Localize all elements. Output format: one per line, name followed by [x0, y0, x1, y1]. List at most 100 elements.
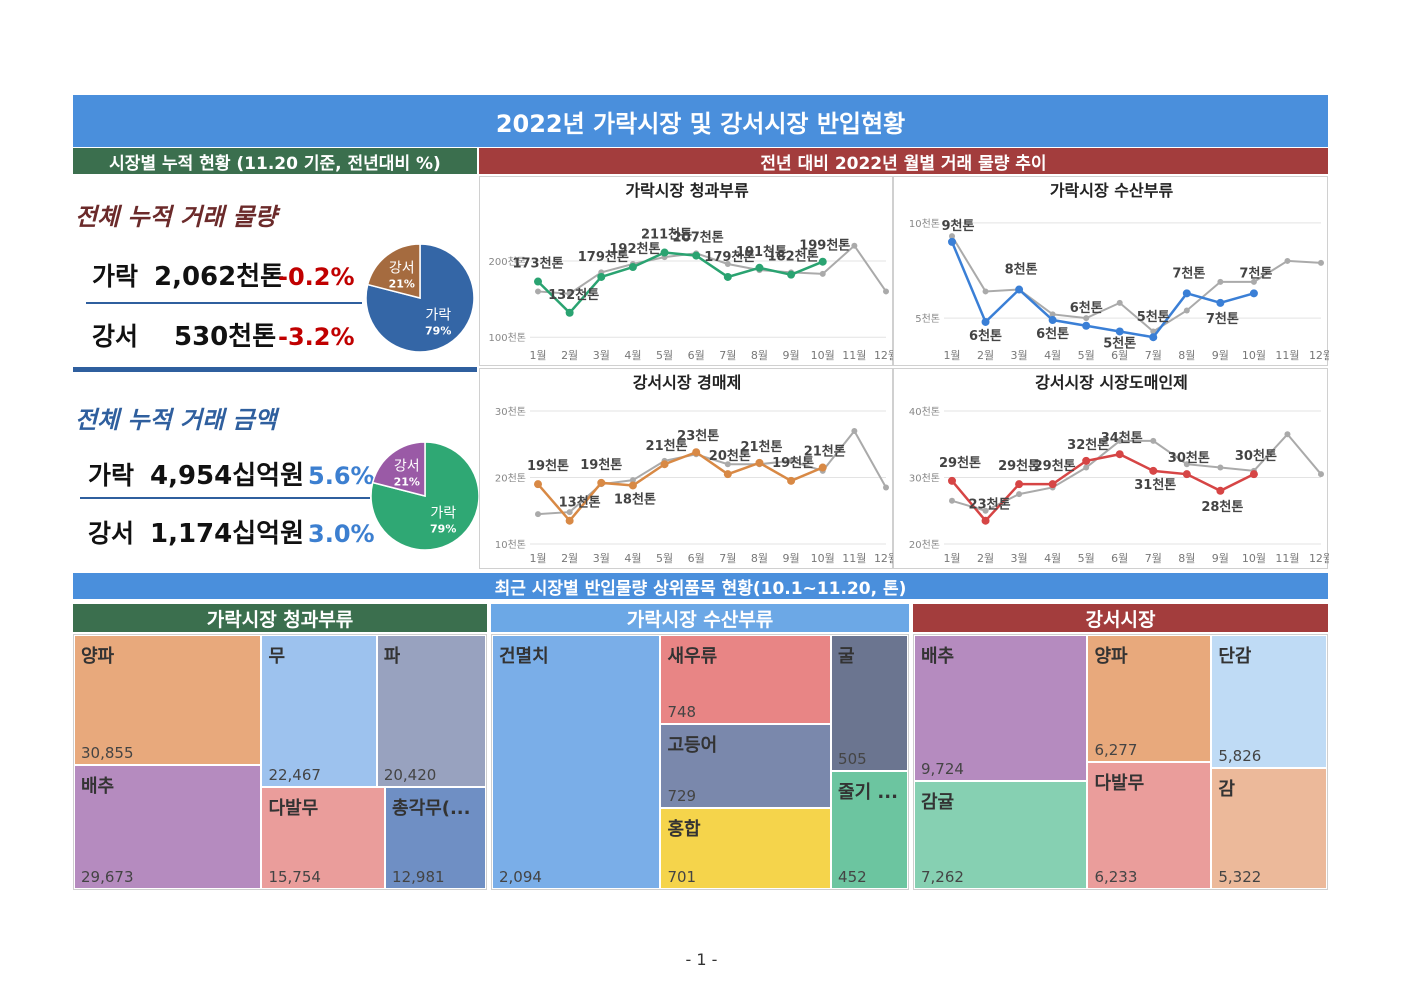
treemap-cell-value: 9,724 [921, 760, 964, 779]
treemap-cell-value: 29,673 [81, 867, 134, 886]
data-label: 7천톤 [1172, 266, 1205, 281]
data-label: 23천톤 [677, 429, 719, 444]
x-tick-label: 4월 [1044, 552, 1061, 565]
x-tick-label: 1월 [529, 349, 546, 362]
data-point [660, 460, 669, 469]
data-label: 7천톤 [1206, 312, 1239, 327]
data-point [1082, 321, 1091, 330]
data-point [565, 516, 574, 525]
data-point [948, 237, 956, 246]
data-point [1249, 470, 1258, 479]
data-label: 19천톤 [580, 458, 622, 473]
x-tick-label: 1월 [529, 552, 546, 565]
x-tick-label: 9월 [783, 349, 800, 362]
data-label: 30천톤 [1168, 451, 1210, 466]
data-point [597, 478, 606, 487]
x-tick-label: 2월 [977, 349, 994, 362]
x-tick-label: 2월 [561, 349, 578, 362]
x-tick-label: 9월 [1212, 349, 1229, 362]
x-tick-label: 10월 [1242, 552, 1266, 565]
x-tick-label: 2월 [977, 552, 994, 565]
data-point [787, 270, 796, 279]
x-tick-label: 9월 [1212, 552, 1229, 565]
x-tick-label: 10월 [811, 552, 835, 565]
y-tick-label: 100천톤 [489, 332, 527, 344]
data-label: 29천톤 [998, 459, 1040, 474]
data-point [1048, 480, 1057, 489]
treemap-cell-name: 무 [268, 646, 286, 667]
treemap-cell: 고등어 729 [660, 723, 832, 808]
pie-label: 강서 [394, 459, 420, 475]
x-tick-label: 8월 [1178, 552, 1195, 565]
treemap-cell-name: 양파 [81, 646, 115, 667]
data-point [535, 288, 541, 295]
treemap-cell-name: 배추 [81, 775, 115, 797]
data-point [1049, 311, 1056, 318]
treemap-cell: 굴 505 [831, 635, 908, 771]
trend-section-title: 전년 대비 2022년 월별 거래 물량 추이 [479, 148, 1328, 174]
data-point [981, 317, 990, 326]
data-label: 21천톤 [740, 440, 782, 455]
volume-row-gangseo: 강서 530천톤 -3.2% [92, 316, 355, 353]
treemap-cell: 양파 6,277 [1087, 635, 1212, 762]
x-tick-label: 4월 [1044, 349, 1061, 362]
x-tick-label: 7월 [719, 552, 736, 565]
data-point [1182, 470, 1191, 479]
treemap-cell: 파 20,420 [376, 635, 486, 788]
treemap-cell-name: 새우류 [667, 646, 718, 667]
treemap-garak-seafood: 건멸치 2,094 새우류 748 고등어 729 홍합 701 굴 505 줄기 ... 452 [491, 634, 909, 890]
data-point [1318, 259, 1324, 266]
treemap-cell-name: 줄기 ... [838, 781, 898, 803]
data-label: 179천톤 [578, 250, 629, 265]
data-point [724, 461, 731, 468]
x-tick-label: 3월 [593, 349, 610, 362]
data-label: 34천톤 [1101, 431, 1143, 446]
data-point [1318, 471, 1324, 478]
treemap-cell-value: 30,855 [81, 743, 134, 762]
volume-value: 530천톤 [174, 322, 277, 352]
y-tick-label: 10천톤 [495, 539, 526, 551]
treemap-cell-name: 파 [383, 646, 401, 667]
data-point [1083, 464, 1090, 471]
data-point [982, 507, 989, 514]
data-point [1116, 437, 1123, 444]
treemap-cell-value: 5,826 [1218, 747, 1262, 766]
x-tick-label: 8월 [1178, 349, 1195, 362]
treemap-cell-value: 748 [667, 702, 697, 721]
x-tick-label: 12월 [1309, 349, 1329, 362]
x-tick-label: 6월 [1111, 349, 1128, 362]
x-tick-label: 4월 [624, 349, 641, 362]
data-label: 19천톤 [772, 456, 814, 471]
treemap-cell: 감 5,322 [1211, 768, 1327, 889]
data-point [1249, 289, 1258, 298]
treemap-cell-name: 배추 [921, 646, 955, 667]
data-point [629, 477, 636, 484]
data-label: 9천톤 [942, 219, 975, 234]
data-point [1015, 480, 1024, 489]
page-title: 2022년 가락시장 및 강서시장 반입현황 [73, 95, 1328, 147]
data-point [1082, 456, 1091, 465]
data-point [565, 308, 574, 317]
data-point [1048, 316, 1057, 325]
data-point [1149, 466, 1158, 475]
data-label: 7천톤 [1239, 266, 1272, 281]
data-point [1116, 299, 1123, 306]
treemap-cell-value: 6,233 [1094, 868, 1138, 886]
data-label: 179천톤 [704, 250, 755, 265]
treemap-cell-name: 다발무 [268, 798, 319, 820]
chart-title: 강서시장 경매제 [633, 373, 742, 392]
data-label: 173천톤 [512, 257, 563, 272]
data-point [1015, 285, 1024, 294]
treemap-cell: 홍합 701 [660, 807, 832, 889]
data-point [1149, 333, 1158, 342]
chart-title: 강서시장 시장도매인제 [1035, 373, 1188, 392]
x-tick-label: 12월 [1309, 552, 1329, 565]
y-tick-label: 200천톤 [489, 256, 527, 268]
data-point [982, 288, 989, 295]
divider [80, 497, 370, 499]
volume-value: 2,062천톤 [154, 262, 285, 292]
treemap-cell-value: 12,981 [392, 867, 445, 886]
series-line-prior [951, 432, 1322, 512]
x-tick-label: 11월 [1275, 349, 1299, 362]
